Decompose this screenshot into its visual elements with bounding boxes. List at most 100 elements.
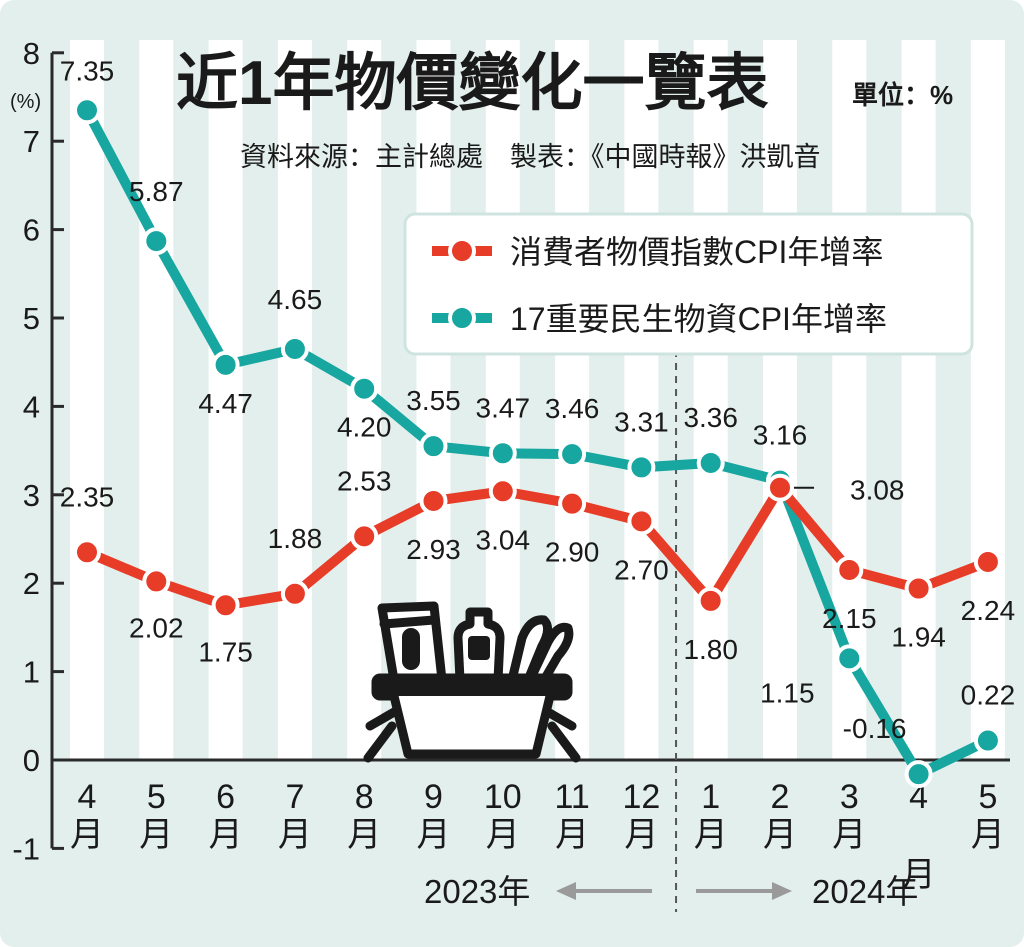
x-tick-unit: 月 (763, 816, 797, 854)
y-tick-label: 5 (23, 301, 40, 336)
y-tick-label: 4 (23, 389, 40, 424)
y-axis-label: (%) (10, 91, 41, 113)
x-tick-label: 9 (424, 778, 443, 816)
data-label: 1.88 (268, 523, 323, 554)
data-label: 2.90 (545, 537, 600, 568)
x-tick-unit: 月 (70, 816, 104, 854)
year-label-2023: 2023年 (424, 873, 530, 910)
data-label: 1.75 (198, 636, 253, 667)
column-stripe (970, 40, 1005, 760)
data-point (904, 574, 933, 603)
data-point (488, 477, 517, 506)
data-point (558, 440, 587, 469)
column-stripe (139, 40, 174, 760)
column-stripe (624, 40, 659, 760)
data-point (766, 473, 794, 502)
x-tick-label: 11 (554, 778, 589, 816)
x-tick-label: 8 (355, 778, 374, 816)
data-point (696, 586, 725, 615)
legend-item-red: 消費者物價指數CPI年增率 (432, 234, 883, 270)
y-tick-label: 0 (23, 743, 40, 778)
legend-teal-label: 17重要民生物資CPI年增率 (510, 301, 887, 337)
data-label: 3.04 (476, 524, 531, 555)
x-tick-unit: 月 (347, 816, 381, 854)
data-point (73, 538, 101, 567)
column-stripe (70, 40, 104, 760)
data-label: 3.08 (850, 475, 905, 506)
data-label: 2.02 (129, 612, 184, 643)
data-label: -0.16 (843, 713, 907, 744)
data-label: 4.20 (337, 412, 392, 443)
data-point (419, 486, 448, 515)
x-tick-label: 10 (484, 778, 522, 816)
legend-item-teal: 17重要民生物資CPI年增率 (432, 301, 887, 337)
data-point (280, 334, 309, 363)
column-stripe (208, 40, 243, 760)
data-label: 4.65 (268, 284, 323, 315)
data-point (627, 453, 656, 482)
y-tick-label: 1 (23, 655, 40, 690)
x-tick-label: 2 (771, 778, 790, 816)
data-label: 4.47 (198, 388, 253, 419)
y-tick-label: 8 (23, 36, 40, 71)
x-tick-label: 4 (78, 778, 97, 816)
x-tick-label: 12 (622, 778, 660, 816)
x-tick-unit: 月 (694, 816, 728, 854)
data-label: 1.94 (891, 622, 946, 653)
data-label: 3.55 (406, 385, 461, 416)
data-label: 1.80 (683, 634, 738, 665)
x-tick-unit: 月 (209, 816, 243, 854)
year-label-2024: 2024年 (812, 873, 918, 910)
x-tick-unit: 月 (486, 816, 520, 854)
data-label: 2.93 (406, 534, 461, 565)
data-label: 3.46 (545, 393, 600, 424)
data-point (558, 489, 587, 518)
data-label: 3.31 (614, 406, 669, 437)
data-label: 3.47 (476, 392, 531, 423)
x-tick-label: 7 (285, 778, 304, 816)
data-point (973, 547, 1002, 576)
unit-label: 單位：% (852, 80, 953, 110)
x-tick-unit: 月 (278, 816, 312, 854)
x-tick-unit: 月 (624, 816, 658, 854)
data-label: 3.36 (683, 402, 738, 433)
x-tick-unit: 月 (139, 816, 173, 854)
legend-box (403, 212, 974, 356)
source-label: 資料來源：主計總處 製表：《中國時報》洪凱音 (240, 142, 821, 172)
x-tick-unit: 月 (902, 856, 936, 894)
grocery-basket-icon (363, 601, 581, 763)
x-tick-label: 3 (840, 778, 859, 816)
column-stripe (763, 40, 797, 760)
series-layer: 7.35 5.87 4.47 4.65 4.20 3.55 3.47 3.46 3.31 3.36… (60, 55, 1016, 789)
column-stripe (693, 40, 728, 760)
data-point (973, 726, 1002, 755)
y-tick-label: -1 (12, 831, 40, 866)
x-tick-unit: 月 (417, 816, 451, 854)
legend-teal-marker (448, 304, 476, 332)
data-label: 3.16 (753, 420, 808, 451)
legend-red-label: 消費者物價指數CPI年增率 (510, 234, 883, 270)
legend-red-marker (448, 237, 476, 265)
column-stripe (901, 40, 936, 760)
data-point (627, 507, 656, 536)
y-tick-label: 7 (23, 124, 40, 159)
y-tick-label: 2 (23, 566, 40, 601)
x-tick-label: 5 (147, 778, 166, 816)
data-label: 2.53 (337, 465, 392, 496)
year-labels: 2023年 2024年 (424, 873, 918, 910)
data-point (211, 350, 240, 379)
y-tick-label: 6 (23, 213, 40, 248)
data-point (835, 644, 864, 673)
data-point (142, 227, 171, 256)
data-label: 7.35 (60, 55, 115, 86)
x-tick-label: 1 (701, 778, 720, 816)
data-point (419, 432, 448, 461)
data-point (73, 96, 101, 125)
data-label: 2.24 (961, 595, 1016, 626)
data-label: 0.22 (961, 680, 1016, 711)
legend: 消費者物價指數CPI年增率 17重要民生物資CPI年增率 (403, 212, 974, 356)
column-stripe (277, 40, 312, 760)
x-tick-unit: 月 (555, 816, 589, 854)
data-point (280, 579, 309, 608)
x-tick-label: 6 (216, 778, 235, 816)
